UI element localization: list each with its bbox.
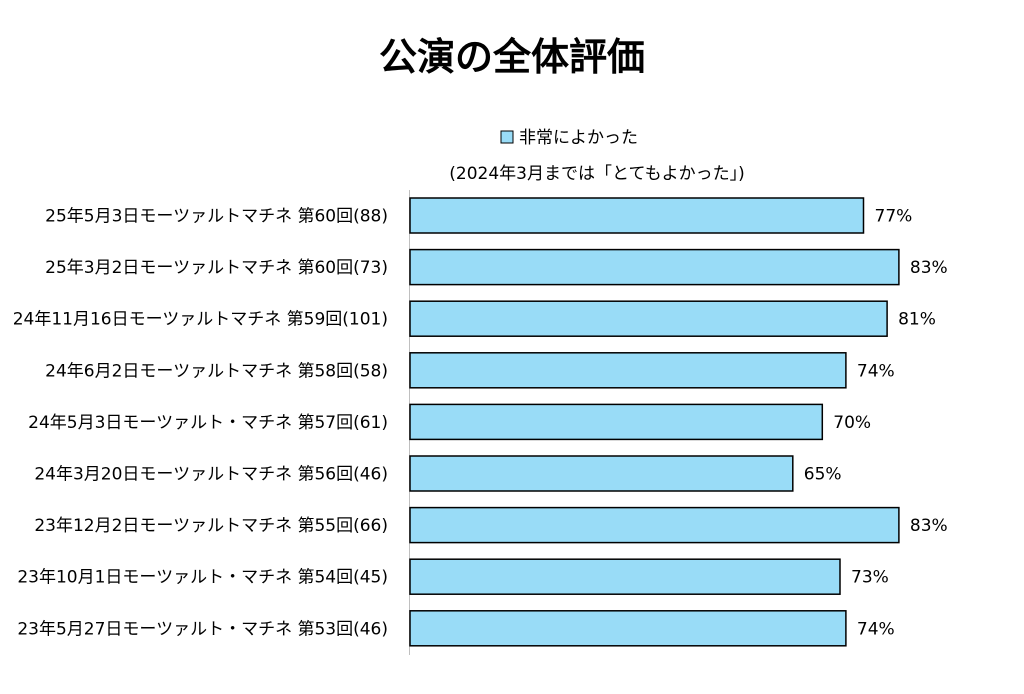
bars-group <box>409 197 900 647</box>
value-label-9: 74% <box>857 619 895 639</box>
category-label-4: 24年6月2日モーツァルトマチネ 第58回(58) <box>45 361 388 381</box>
value-label-3: 81% <box>898 310 936 330</box>
bar-4 <box>409 352 847 389</box>
category-label-7: 23年12月2日モーツァルトマチネ 第55回(66) <box>34 516 388 536</box>
category-label-6: 24年3月20日モーツァルトマチネ 第56回(46) <box>34 465 388 485</box>
bar-5 <box>409 403 824 441</box>
bar-2 <box>409 248 900 286</box>
category-label-1: 25年5月3日モーツァルトマチネ 第60回(88) <box>45 207 388 227</box>
bar-6 <box>409 455 794 492</box>
legend: 非常によかった (2024年3月までは「とてもよかった」) <box>449 128 744 184</box>
value-label-2: 83% <box>910 258 948 278</box>
chart-title: 公演の全体評価 <box>379 35 645 79</box>
value-label-6: 65% <box>804 465 842 485</box>
category-label-9: 23年5月27日モーツァルト・マチネ 第53回(46) <box>17 619 388 639</box>
category-label-5: 24年5月3日モーツァルト・マチネ 第57回(61) <box>28 413 388 433</box>
category-label-2: 25年3月2日モーツァルトマチネ 第60回(73) <box>45 258 388 278</box>
value-label-8: 73% <box>851 568 889 588</box>
value-label-1: 77% <box>875 207 913 227</box>
category-labels: 25年5月3日モーツァルトマチネ 第60回(88) 25年3月2日モーツァルトマチ… <box>13 207 388 640</box>
category-label-3: 24年11月16日モーツァルトマチネ 第59回(101) <box>13 310 388 330</box>
value-label-5: 70% <box>833 413 871 433</box>
bar-9 <box>409 610 847 647</box>
bar-8 <box>409 558 841 595</box>
bar-7 <box>409 506 900 544</box>
bar-3 <box>409 300 888 337</box>
legend-note: (2024年3月までは「とてもよかった」) <box>449 164 744 184</box>
value-labels: 77% 83% 81% 74% 70% 65% 83% 73% 74% <box>804 207 948 640</box>
category-label-8: 23年10月1日モーツァルト・マチネ 第54回(45) <box>17 568 388 588</box>
bar-1 <box>409 197 865 234</box>
legend-label: 非常によかった <box>519 128 638 148</box>
legend-swatch <box>500 130 514 144</box>
value-label-4: 74% <box>857 361 895 381</box>
value-label-7: 83% <box>910 516 948 536</box>
